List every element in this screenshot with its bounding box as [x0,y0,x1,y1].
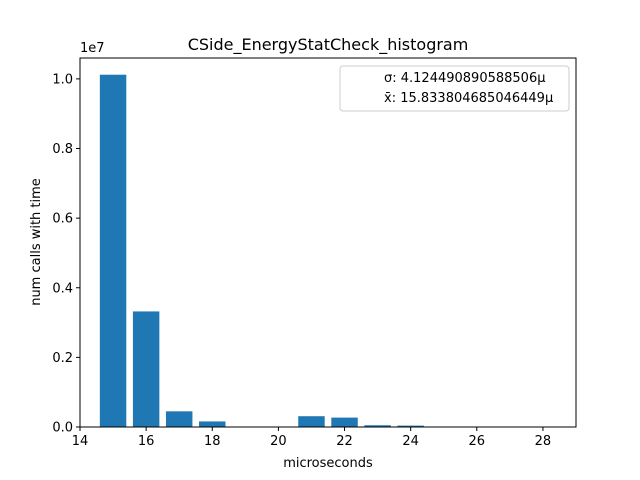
y-axis-offset-label: 1e7 [80,41,105,56]
y-tick-label: 0.6 [52,212,73,227]
x-axis-label: microseconds [283,456,373,471]
legend-box [339,65,570,112]
bar-15 [99,74,127,427]
legend: σ: 4.124490890588506µ x̄: 15.83380468504… [339,65,570,112]
x-tick-label: 14 [72,434,89,449]
plot-frame [79,57,577,428]
bar-18 [199,421,226,427]
y-tick-label: 1.0 [52,72,73,87]
y-tick-label: 0.8 [52,142,73,157]
x-tick-label: 18 [204,434,221,449]
bar-17 [165,411,193,427]
x-tick-label: 28 [535,434,552,449]
legend-entry-mean: x̄: 15.833804685046449µ [384,91,553,106]
bar-24 [397,425,424,427]
bars-group [99,74,557,427]
bar-23 [364,425,391,427]
y-tick-label: 0.0 [52,421,73,436]
x-tick-label: 16 [138,434,155,449]
y-tick-label: 0.4 [52,281,73,296]
legend-entry-sigma: σ: 4.124490890588506µ [384,71,546,86]
y-axis-label: num calls with time [29,178,44,306]
bar-22 [331,417,358,427]
x-tick-label: 24 [402,434,419,449]
chart-title: CSide_EnergyStatCheck_histogram [188,35,469,55]
bar-16 [132,311,160,427]
y-tick-label: 0.2 [52,351,73,366]
x-tick-label: 20 [270,434,287,449]
x-axis-ticks: 14 16 18 20 22 24 26 28 [72,427,551,449]
x-tick-label: 26 [469,434,486,449]
x-tick-label: 22 [336,434,353,449]
y-axis-ticks: 0.0 0.2 0.4 0.6 0.8 1.0 [52,72,80,436]
bar-21 [298,416,325,427]
